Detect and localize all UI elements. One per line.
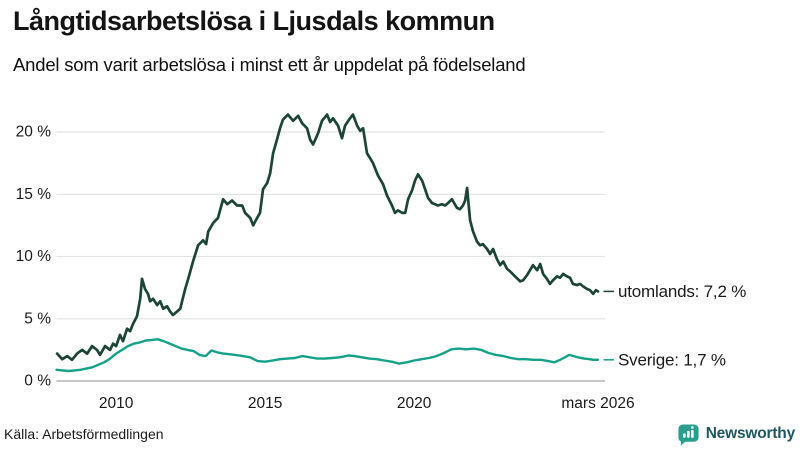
logo-dot	[690, 425, 694, 429]
y-tick-label-10: 10 %	[16, 248, 52, 265]
y-tick-label-15: 15 %	[16, 186, 52, 203]
y-tick-label-20: 20 %	[16, 124, 52, 141]
chart-header: Långtidsarbetslösa i Ljusdals kommun And…	[13, 6, 790, 76]
series-line-utomlands	[55, 113, 600, 362]
y-tick-label-0: 0 %	[24, 373, 51, 390]
x-tick-label: 2010	[99, 395, 134, 412]
brand-logo: Newsworthy	[677, 423, 795, 446]
logo-bar-3	[690, 429, 694, 438]
series-line-sverige	[55, 338, 600, 373]
y-tick-label-5: 5 %	[24, 310, 51, 327]
logo-bar-1	[682, 432, 686, 438]
source-note: Källa: Arbetsförmedlingen	[4, 426, 164, 442]
end-label-sverige: Sverige: 1,7 %	[618, 350, 726, 369]
newsworthy-logo-icon	[678, 423, 699, 446]
chart-footer: Källa: Arbetsförmedlingen Newsworthy	[4, 421, 795, 447]
x-tick-label: 2020	[397, 395, 432, 412]
page-subtitle: Andel som varit arbetslösa i minst ett å…	[13, 54, 526, 76]
brand-name: Newsworthy	[705, 425, 796, 442]
end-label-utomlands: utomlands: 7,2 %	[618, 282, 746, 301]
x-tick-label: 2015	[248, 395, 282, 412]
x-tick-label: mars 2026	[561, 395, 634, 412]
page-title: Långtidsarbetslösa i Ljusdals kommun	[13, 6, 495, 36]
logo-bar-2	[686, 430, 690, 438]
